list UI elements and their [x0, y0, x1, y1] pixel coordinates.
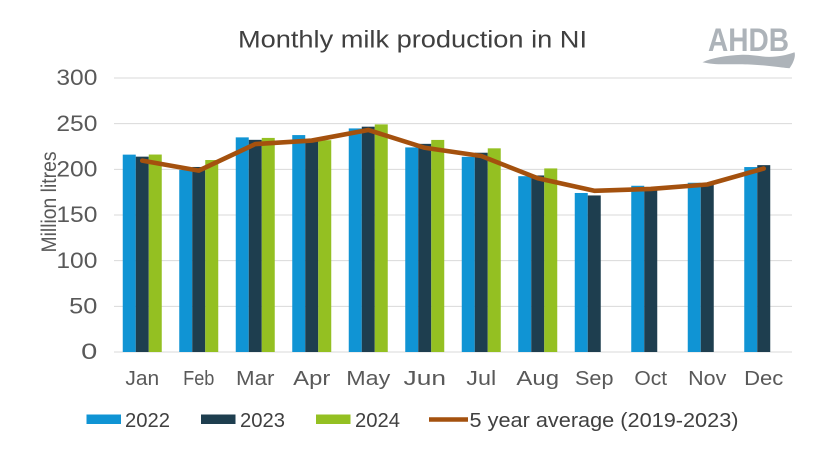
svg-text:5 year average (2019-2023): 5 year average (2019-2023): [470, 410, 739, 432]
svg-text:Million litres: Million litres: [37, 152, 61, 253]
svg-text:2022: 2022: [125, 410, 170, 432]
svg-text:Sep: Sep: [575, 368, 614, 390]
svg-text:Nov: Nov: [688, 368, 726, 390]
svg-text:250: 250: [56, 111, 97, 136]
svg-text:Monthly milk production in NI: Monthly milk production in NI: [238, 27, 587, 54]
svg-text:AHDB: AHDB: [708, 21, 789, 58]
svg-text:Apr: Apr: [293, 368, 331, 390]
svg-text:0: 0: [81, 339, 97, 364]
svg-text:Jul: Jul: [466, 368, 496, 390]
svg-text:Feb: Feb: [183, 368, 214, 390]
svg-text:2024: 2024: [355, 410, 400, 432]
svg-text:Mar: Mar: [236, 368, 275, 390]
svg-text:Aug: Aug: [516, 368, 559, 390]
svg-text:Dec: Dec: [744, 368, 783, 390]
svg-text:May: May: [346, 368, 390, 390]
svg-text:2023: 2023: [240, 410, 285, 432]
svg-text:Jun: Jun: [404, 368, 446, 390]
svg-text:100: 100: [56, 248, 97, 273]
svg-text:Oct: Oct: [634, 368, 667, 390]
svg-text:300: 300: [56, 65, 97, 90]
svg-text:200: 200: [56, 157, 97, 182]
svg-text:50: 50: [69, 294, 97, 319]
svg-text:Jan: Jan: [125, 368, 159, 390]
svg-text:150: 150: [56, 202, 97, 227]
